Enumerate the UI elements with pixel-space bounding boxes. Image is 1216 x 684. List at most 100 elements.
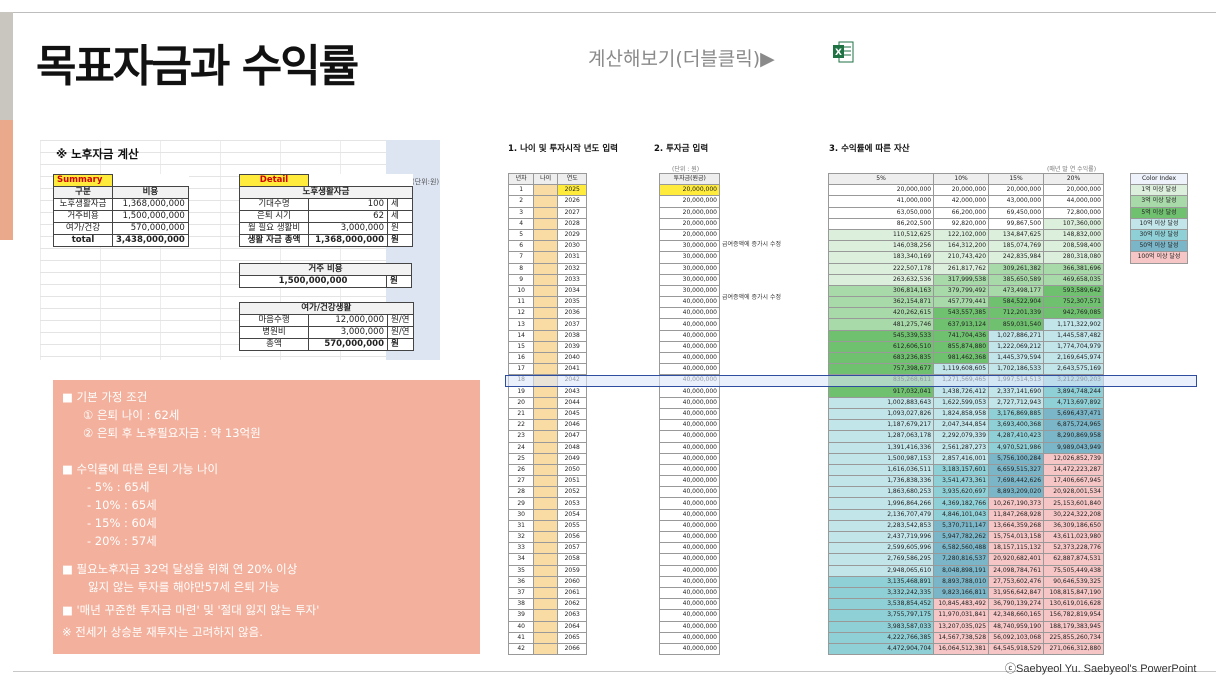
investment-cell[interactable]: 30,000,000: [659, 273, 720, 286]
investment-cell[interactable]: 40,000,000: [659, 575, 720, 588]
input-row: 10 2034 30,000,000: [507, 284, 720, 298]
year-index-cell: 33: [507, 542, 535, 555]
age-cell[interactable]: [533, 542, 559, 555]
age-cell[interactable]: [533, 642, 559, 656]
investment-cell[interactable]: 40,000,000: [659, 419, 720, 432]
age-cell[interactable]: [533, 240, 559, 253]
spacer-cell: [587, 431, 660, 442]
investment-cell[interactable]: 40,000,000: [659, 296, 720, 309]
investment-cell[interactable]: 20,000,000: [659, 217, 720, 230]
age-cell[interactable]: [533, 284, 559, 298]
investment-cell[interactable]: 40,000,000: [659, 340, 720, 354]
age-cell[interactable]: [533, 586, 559, 600]
investment-cell[interactable]: 40,000,000: [659, 519, 720, 533]
age-cell[interactable]: [533, 217, 559, 230]
investment-cell[interactable]: 40,000,000: [659, 553, 720, 566]
age-cell[interactable]: [533, 441, 559, 454]
excel-file-icon[interactable]: X: [832, 40, 854, 64]
age-cell[interactable]: [533, 385, 559, 398]
age-cell[interactable]: [533, 407, 559, 421]
investment-cell[interactable]: 40,000,000: [659, 396, 720, 409]
investment-cell[interactable]: 20,000,000: [659, 184, 720, 197]
age-cell[interactable]: [533, 564, 559, 577]
age-cell[interactable]: [533, 351, 559, 365]
age-cell[interactable]: [533, 206, 559, 219]
age-cell[interactable]: [533, 195, 559, 208]
investment-cell[interactable]: 40,000,000: [659, 475, 720, 488]
asset-cell: 6,659,515,327: [988, 463, 1045, 477]
age-cell[interactable]: [533, 631, 559, 644]
asset-cell: 20,920,682,401: [988, 553, 1045, 566]
panel-line: ① 은퇴 나이 : 62세: [83, 408, 180, 422]
age-cell[interactable]: [533, 273, 559, 286]
investment-cell[interactable]: 30,000,000: [659, 262, 720, 275]
investment-cell[interactable]: 40,000,000: [659, 351, 720, 365]
age-cell[interactable]: [533, 508, 559, 521]
investment-cell[interactable]: 30,000,000: [659, 284, 720, 298]
spacer-cell: [587, 621, 660, 632]
investment-cell[interactable]: 40,000,000: [659, 463, 720, 477]
age-cell[interactable]: [533, 228, 559, 242]
investment-cell[interactable]: 40,000,000: [659, 497, 720, 510]
investment-cell[interactable]: 40,000,000: [659, 530, 720, 544]
investment-cell[interactable]: 40,000,000: [659, 486, 720, 499]
investment-cell[interactable]: 40,000,000: [659, 586, 720, 600]
asset-row: 2,948,065,610 8,048,898,191 24,098,784,761…: [827, 564, 1104, 577]
investment-cell[interactable]: 40,000,000: [659, 452, 720, 465]
investment-cell[interactable]: 40,000,000: [659, 329, 720, 342]
age-cell[interactable]: [533, 262, 559, 275]
age-cell[interactable]: [533, 609, 559, 622]
investment-cell[interactable]: 40,000,000: [659, 430, 720, 443]
investment-cell[interactable]: 40,000,000: [659, 318, 720, 331]
age-cell[interactable]: [533, 340, 559, 354]
age-cell[interactable]: [533, 363, 559, 376]
age-cell[interactable]: [533, 329, 559, 342]
age-cell[interactable]: [533, 486, 559, 499]
age-cell[interactable]: [533, 452, 559, 465]
investment-cell[interactable]: 40,000,000: [659, 385, 720, 398]
investment-cell[interactable]: 40,000,000: [659, 642, 720, 656]
simulate-link[interactable]: 계산해보기(더블클릭)▶: [588, 48, 775, 70]
age-cell[interactable]: [533, 475, 559, 488]
asset-row: 1,500,987,153 2,857,416,001 5,756,100,284 1…: [827, 452, 1104, 465]
asset-cell: 52,373,228,776: [1043, 542, 1104, 555]
investment-cell[interactable]: 30,000,000: [659, 251, 720, 264]
age-cell[interactable]: [533, 184, 559, 197]
spacer-cell: [587, 330, 660, 341]
age-cell[interactable]: [533, 575, 559, 588]
investment-cell[interactable]: 20,000,000: [659, 206, 720, 219]
year-index-cell: 22: [507, 419, 535, 432]
age-cell[interactable]: [533, 463, 559, 477]
investment-cell[interactable]: 40,000,000: [659, 542, 720, 555]
investment-cell[interactable]: 40,000,000: [659, 441, 720, 454]
investment-cell[interactable]: 40,000,000: [659, 609, 720, 622]
investment-cell[interactable]: 20,000,000: [659, 228, 720, 242]
investment-cell[interactable]: 30,000,000: [659, 240, 720, 253]
age-cell[interactable]: [533, 497, 559, 510]
year-index-cell: 17: [507, 363, 535, 376]
investment-cell[interactable]: 40,000,000: [659, 508, 720, 521]
asset-cell: 584,522,904: [988, 296, 1045, 309]
age-cell[interactable]: [533, 620, 559, 633]
age-cell[interactable]: [533, 296, 559, 309]
age-cell[interactable]: [533, 519, 559, 533]
age-cell[interactable]: [533, 251, 559, 264]
age-cell[interactable]: [533, 396, 559, 409]
age-cell[interactable]: [533, 419, 559, 432]
investment-cell[interactable]: 40,000,000: [659, 564, 720, 577]
investment-cell[interactable]: 40,000,000: [659, 631, 720, 644]
investment-cell[interactable]: 40,000,000: [659, 620, 720, 633]
investment-cell[interactable]: 40,000,000: [659, 407, 720, 421]
age-cell[interactable]: [533, 307, 559, 320]
age-cell[interactable]: [533, 430, 559, 443]
age-cell[interactable]: [533, 553, 559, 566]
age-cell[interactable]: [533, 598, 559, 611]
age-cell[interactable]: [533, 530, 559, 544]
investment-cell[interactable]: 40,000,000: [659, 598, 720, 611]
investment-cell[interactable]: 20,000,000: [659, 195, 720, 208]
bottom-divider: [13, 671, 1216, 672]
investment-cell[interactable]: 40,000,000: [659, 363, 720, 376]
age-cell[interactable]: [533, 318, 559, 331]
investment-cell[interactable]: 40,000,000: [659, 307, 720, 320]
summary-label: Summary: [53, 174, 113, 187]
